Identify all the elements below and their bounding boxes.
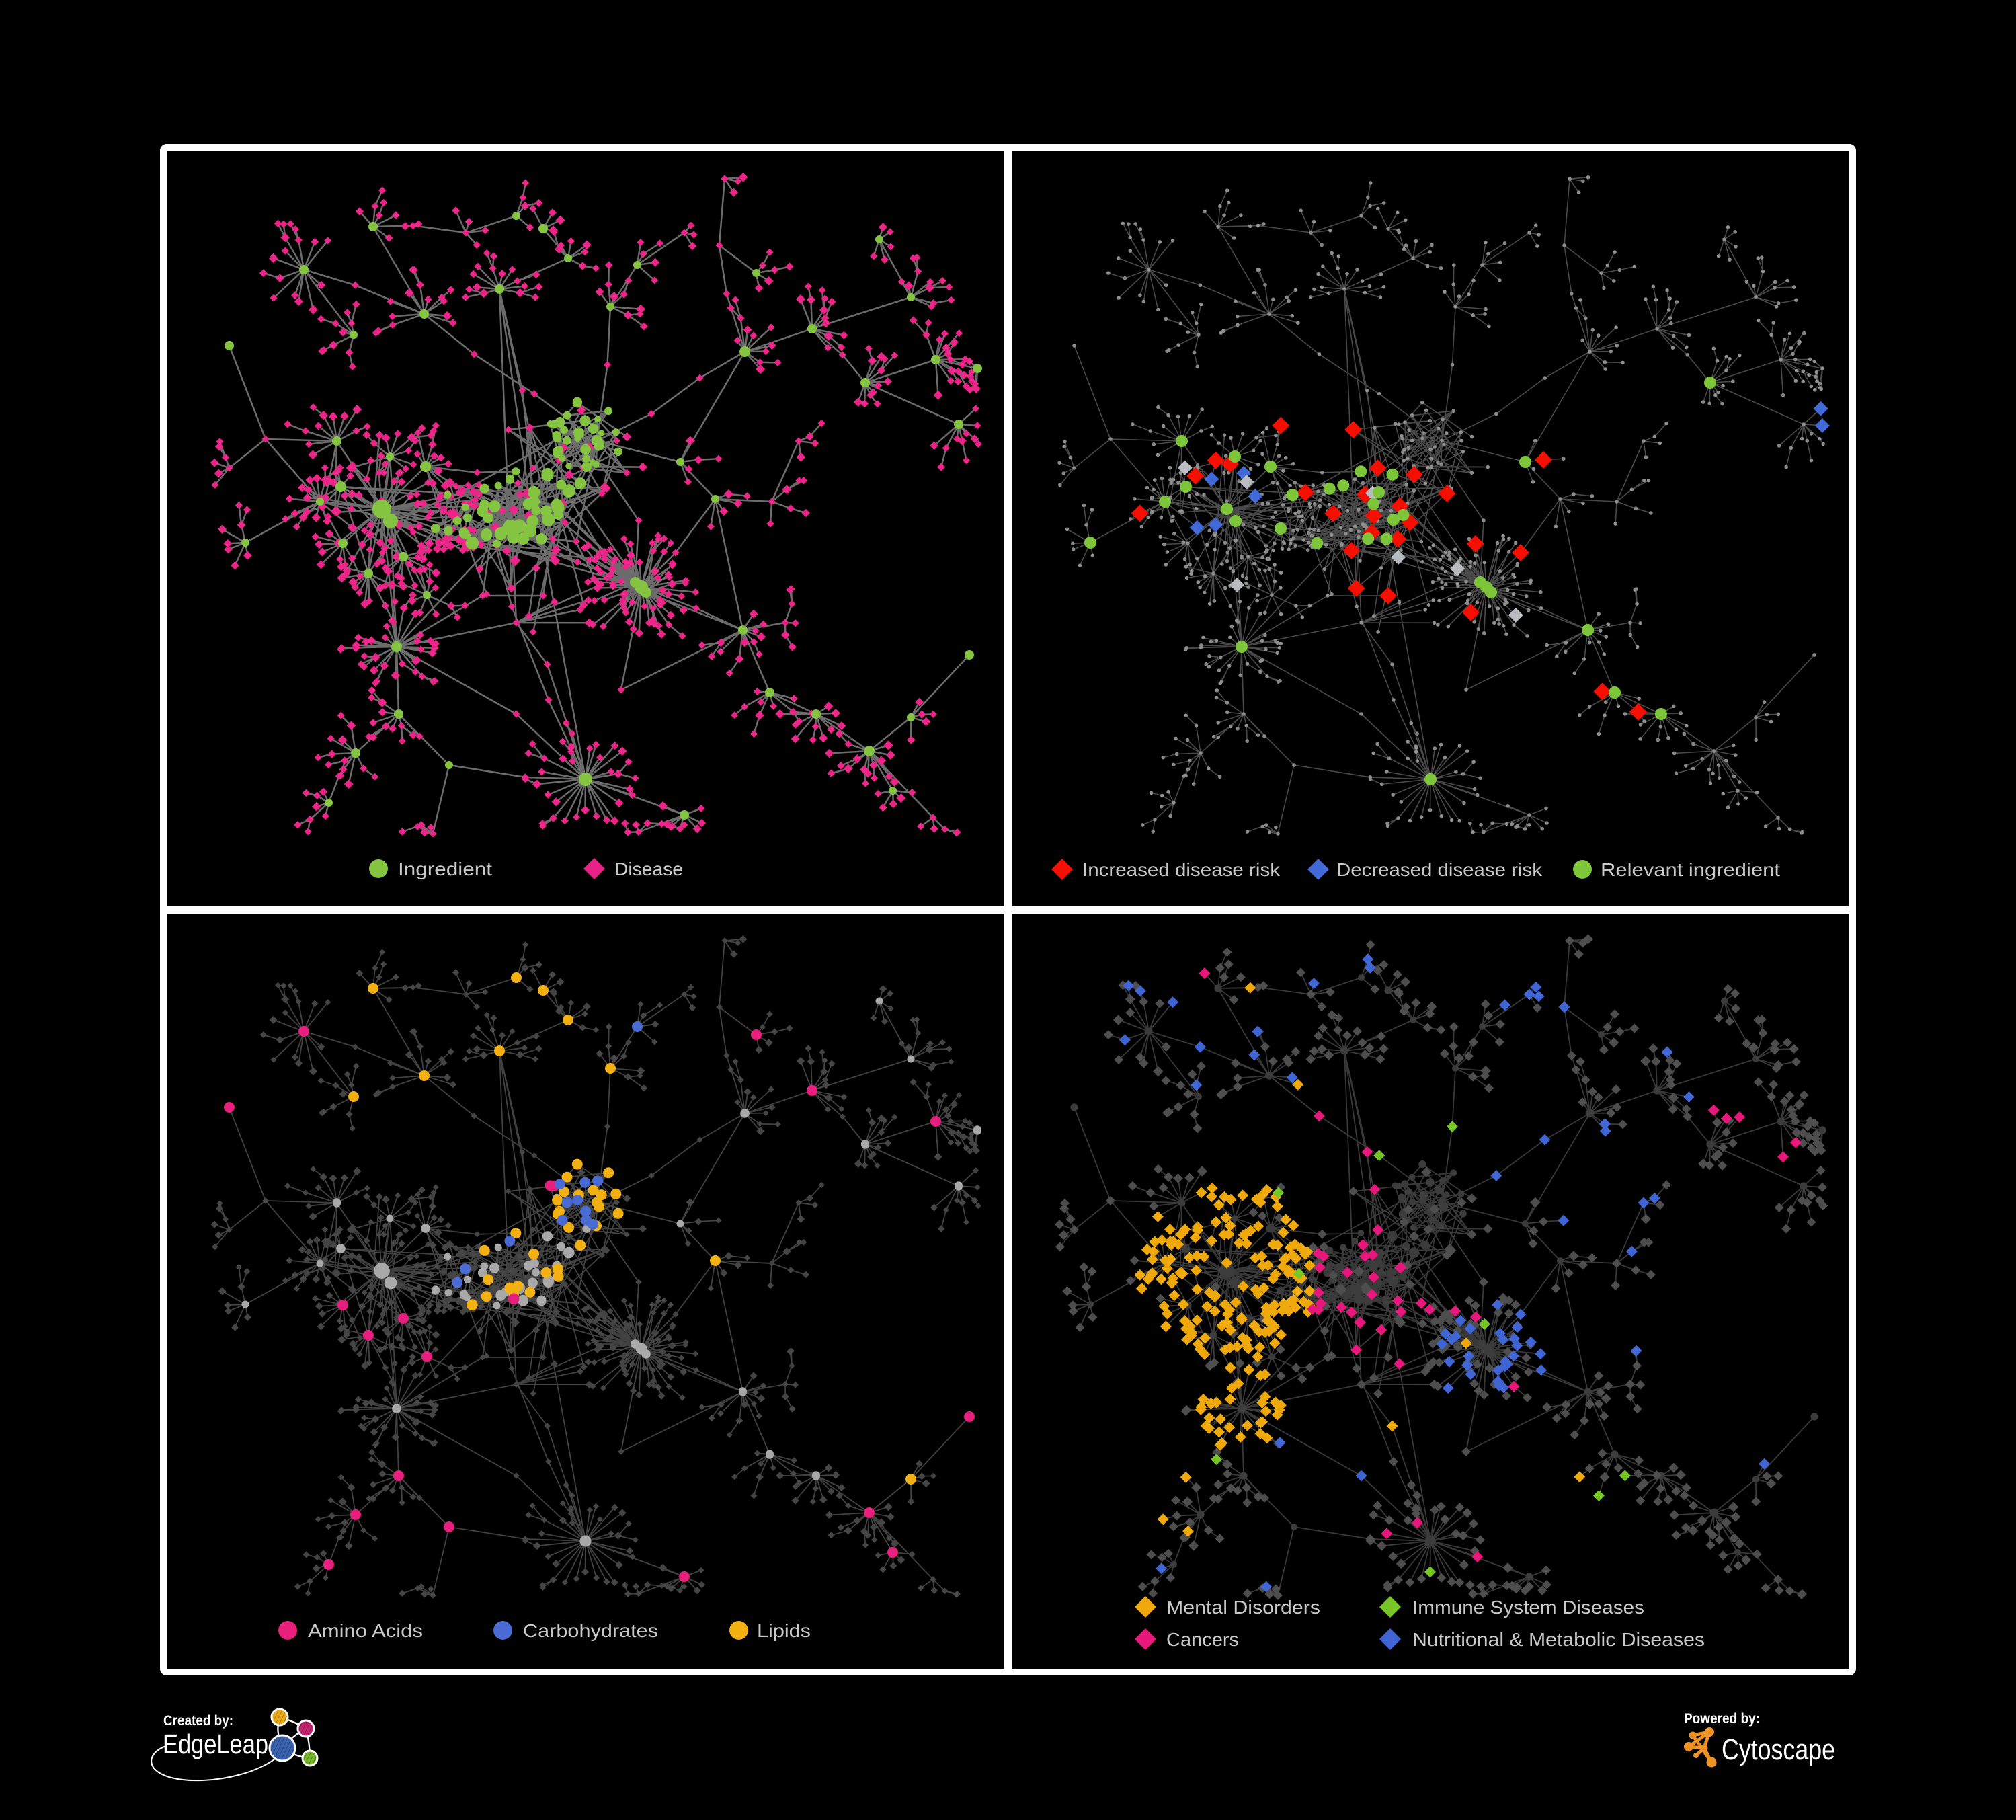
svg-text:Disease: Disease [614, 859, 683, 879]
svg-text:Relevant ingredient: Relevant ingredient [1601, 859, 1780, 880]
svg-text:Mental Disorders: Mental Disorders [1166, 1597, 1320, 1618]
svg-text:Increased disease risk: Increased disease risk [1082, 859, 1281, 880]
svg-text:Amino Acids: Amino Acids [308, 1620, 423, 1641]
svg-text:Cytoscape: Cytoscape [1722, 1733, 1835, 1766]
svg-text:EdgeLeap: EdgeLeap [163, 1729, 268, 1759]
svg-text:Ingredient: Ingredient [398, 859, 492, 879]
svg-text:Cancers: Cancers [1166, 1629, 1239, 1650]
svg-text:Created by:: Created by: [163, 1713, 233, 1729]
svg-text:Lipids: Lipids [757, 1620, 811, 1641]
svg-text:Powered by:: Powered by: [1684, 1711, 1760, 1727]
svg-text:Immune System Diseases: Immune System Diseases [1412, 1597, 1644, 1618]
svg-text:Decreased disease risk: Decreased disease risk [1336, 859, 1543, 880]
svg-text:Nutritional & Metabolic Diseas: Nutritional & Metabolic Diseases [1412, 1629, 1705, 1650]
svg-text:Carbohydrates: Carbohydrates [523, 1620, 658, 1641]
